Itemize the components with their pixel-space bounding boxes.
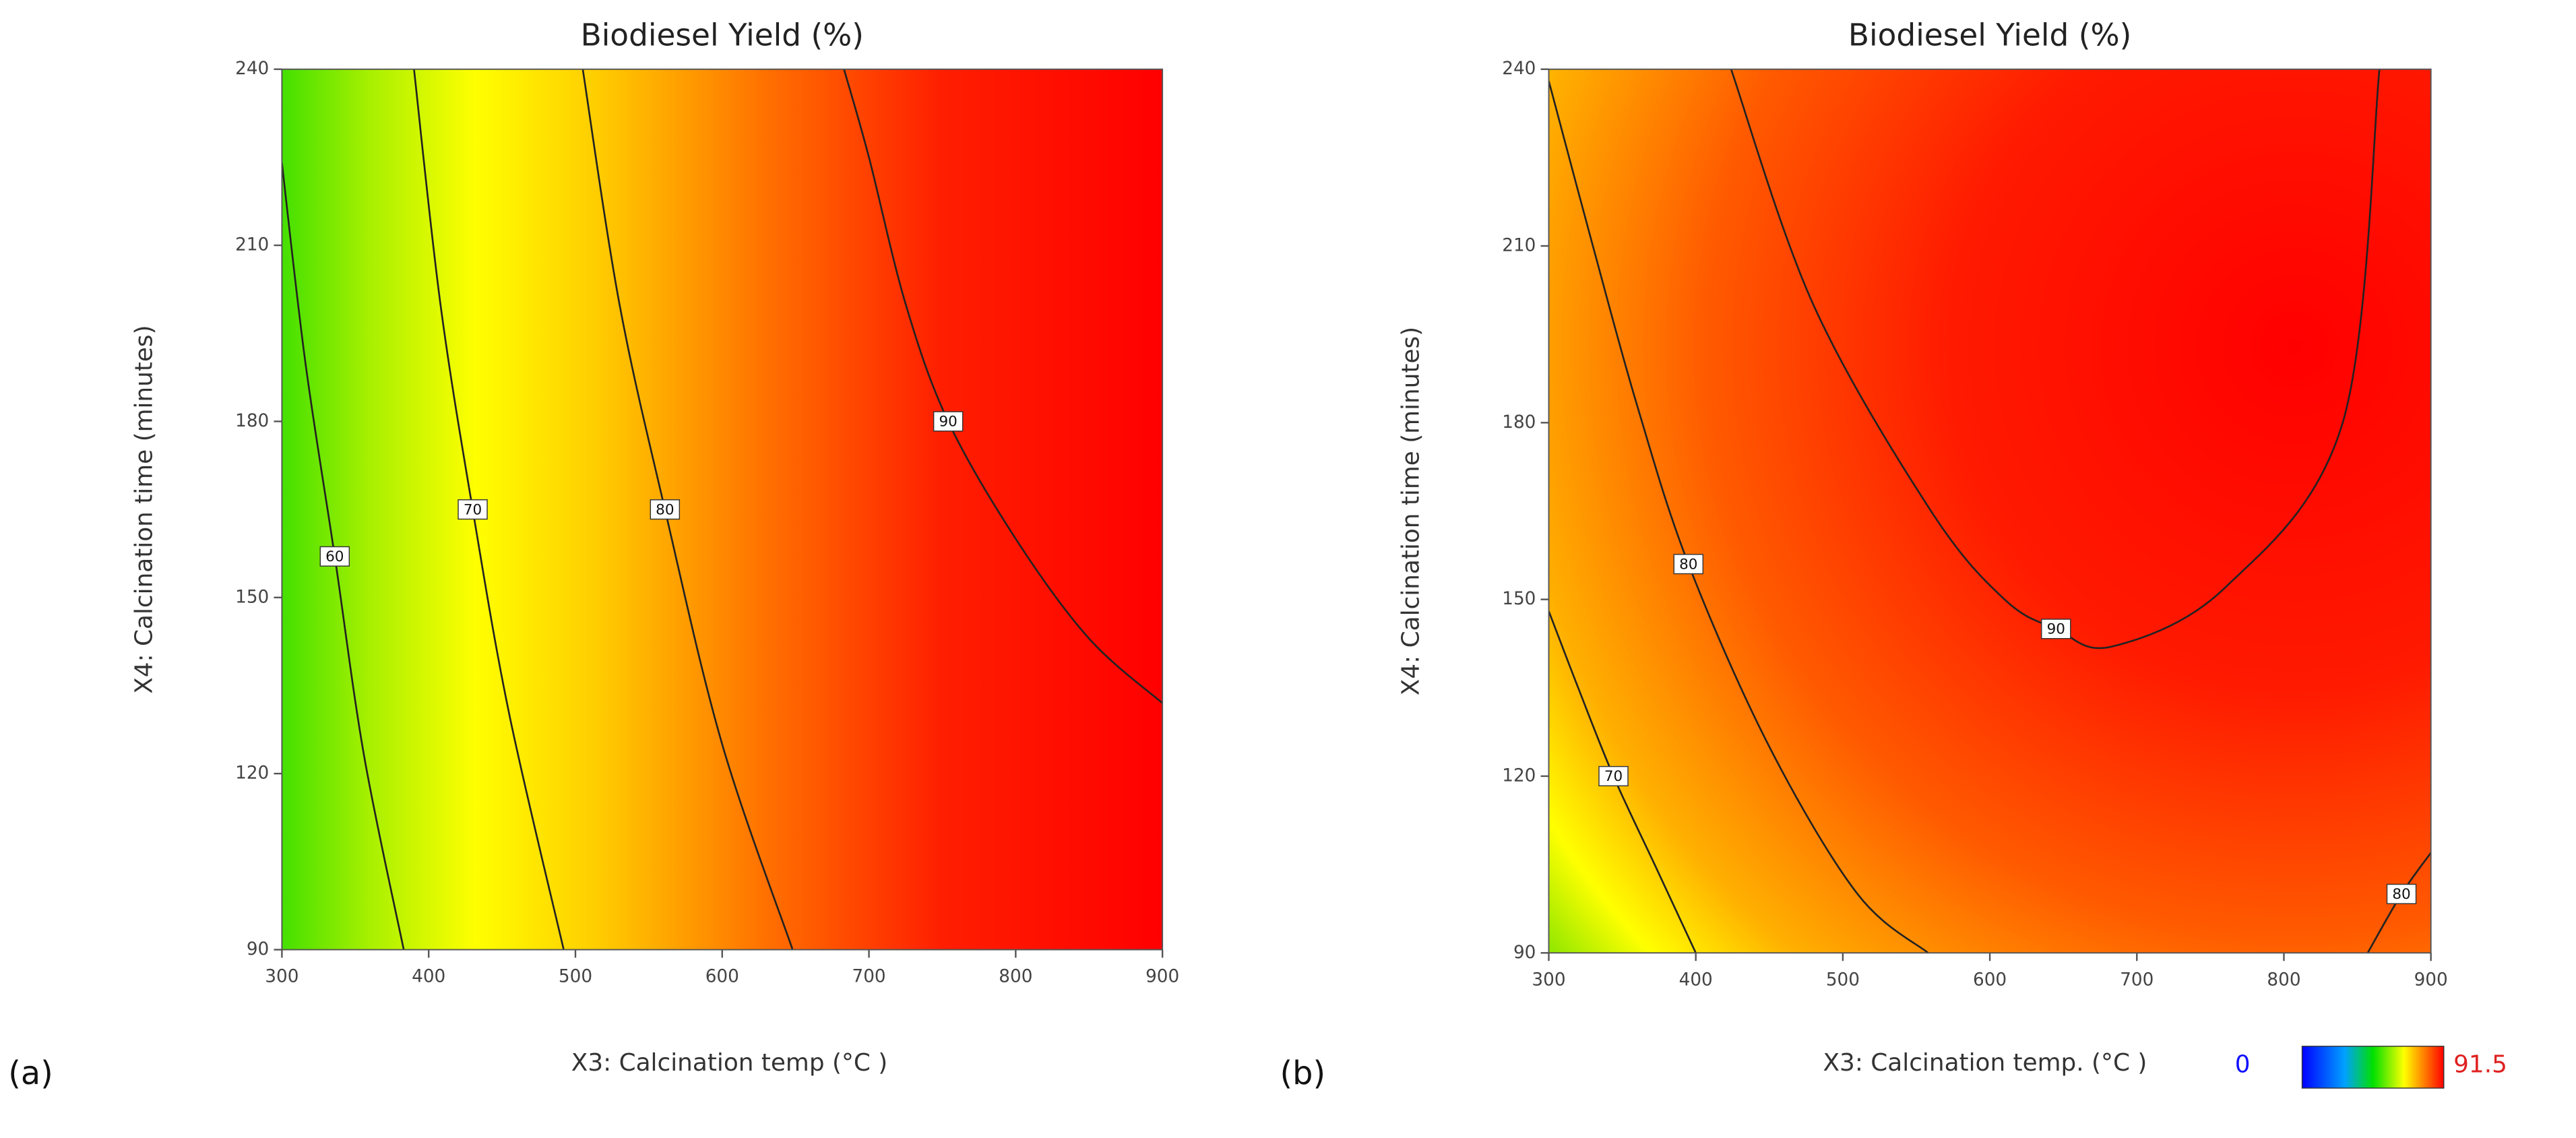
contour-label: 60 bbox=[325, 548, 344, 565]
contour-label-box bbox=[650, 499, 681, 520]
y-axis-label: X4: Calcination time (minutes) bbox=[130, 325, 158, 693]
panel-label: (b) bbox=[1280, 1055, 1326, 1092]
contour-label-box bbox=[458, 499, 488, 520]
contour-label-box bbox=[2386, 883, 2417, 904]
x-tick-label: 800 bbox=[999, 967, 1032, 987]
colorbar-min: 0 bbox=[2235, 1050, 2251, 1078]
y-tick-label: 180 bbox=[1502, 412, 1536, 433]
contour-label-box bbox=[2041, 619, 2071, 639]
contour-label-box bbox=[1598, 765, 1629, 787]
contour-label: 90 bbox=[939, 414, 957, 431]
y-tick-label: 90 bbox=[1513, 943, 1536, 963]
y-tick-label: 120 bbox=[1502, 765, 1536, 786]
x-axis-label: X3: Calcination temp (°C ) bbox=[571, 1049, 887, 1077]
contour-label: 80 bbox=[1679, 556, 1697, 573]
chart-title: Biodiesel Yield (%) bbox=[581, 17, 864, 53]
response-surface bbox=[282, 69, 1163, 950]
x-tick-label: 400 bbox=[1679, 970, 1713, 990]
colorbar bbox=[2301, 1046, 2445, 1089]
x-tick-label: 500 bbox=[1826, 970, 1860, 990]
y-tick-label: 150 bbox=[1502, 589, 1536, 609]
x-tick-label: 700 bbox=[852, 967, 886, 987]
y-tick-label: 210 bbox=[235, 235, 269, 255]
x-tick-label: 800 bbox=[2267, 970, 2300, 990]
contour-label: 70 bbox=[464, 501, 482, 518]
x-tick-label: 700 bbox=[2120, 970, 2154, 990]
x-tick-label: 600 bbox=[705, 967, 739, 987]
y-tick-label: 180 bbox=[235, 411, 269, 431]
response-surface bbox=[1548, 69, 2431, 953]
contour-label: 90 bbox=[2047, 621, 2065, 638]
colorbar-max: 91.5 bbox=[2453, 1050, 2507, 1078]
y-tick-label: 90 bbox=[247, 939, 269, 959]
x-axis-label: X3: Calcination temp. (°C ) bbox=[1823, 1049, 2147, 1077]
y-tick-label: 240 bbox=[235, 59, 269, 79]
x-tick-label: 400 bbox=[412, 967, 445, 987]
contour-label: 80 bbox=[2392, 886, 2410, 903]
x-tick-label: 900 bbox=[2414, 970, 2448, 990]
x-tick-label: 600 bbox=[1973, 970, 2007, 990]
contour-label-box bbox=[1673, 554, 1704, 575]
chart-title: Biodiesel Yield (%) bbox=[1848, 17, 2131, 53]
contour-label: 80 bbox=[656, 501, 674, 518]
y-tick-label: 240 bbox=[1502, 59, 1536, 79]
x-tick-label: 300 bbox=[1532, 970, 1565, 990]
y-tick-label: 120 bbox=[235, 763, 269, 784]
x-tick-label: 300 bbox=[265, 967, 299, 987]
y-axis-label: X4: Calcination time (minutes) bbox=[1397, 327, 1424, 695]
contour-label-box bbox=[319, 546, 350, 567]
panel-label: (a) bbox=[8, 1055, 53, 1092]
x-tick-label: 500 bbox=[559, 967, 592, 987]
contour-label-box bbox=[933, 411, 964, 432]
y-tick-label: 210 bbox=[1502, 236, 1536, 256]
x-tick-label: 900 bbox=[1145, 967, 1179, 987]
y-tick-label: 150 bbox=[235, 587, 269, 607]
contour-label: 70 bbox=[1604, 768, 1623, 785]
